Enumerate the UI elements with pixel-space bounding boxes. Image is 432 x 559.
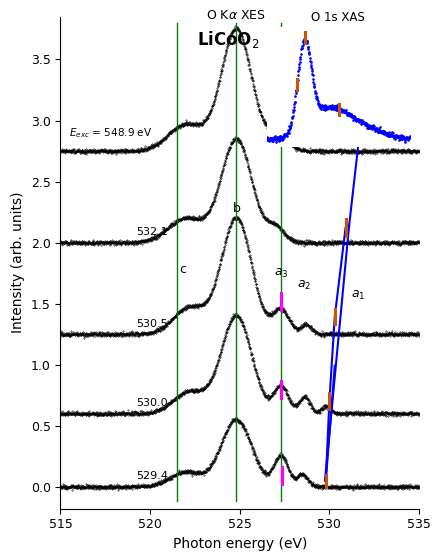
X-axis label: Photon energy (eV): Photon energy (eV) [172,537,307,551]
Text: $a_1$: $a_1$ [351,288,365,302]
Text: 529.4: 529.4 [136,471,168,481]
Text: $E_{exc}$ = 548.9 eV: $E_{exc}$ = 548.9 eV [70,126,153,140]
Text: 532.1: 532.1 [136,228,168,237]
Text: 530.5: 530.5 [136,319,168,329]
Text: O K$\alpha$ XES: O K$\alpha$ XES [206,9,266,22]
Text: $a_3$: $a_3$ [274,267,288,280]
Y-axis label: Intensity (arb. units): Intensity (arb. units) [11,192,25,334]
Text: LiCoO$_2$: LiCoO$_2$ [197,29,259,50]
Text: b: b [233,202,241,215]
Text: c: c [179,263,186,276]
Text: $a_2$: $a_2$ [297,279,311,292]
Text: 530.0: 530.0 [136,398,168,408]
